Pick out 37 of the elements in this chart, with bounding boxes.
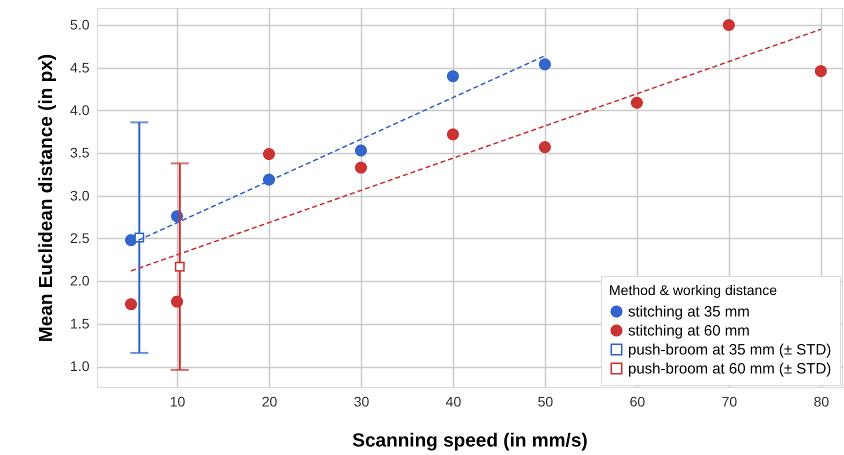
legend-label: stitching at 35 mm bbox=[628, 304, 750, 320]
point bbox=[814, 65, 827, 78]
point bbox=[354, 144, 367, 157]
y-tick-label: 3.0 bbox=[70, 187, 90, 204]
x-tick-label: 80 bbox=[814, 394, 830, 410]
point bbox=[446, 128, 459, 140]
point bbox=[630, 96, 643, 109]
point bbox=[538, 141, 551, 154]
y-tick-label: 1.0 bbox=[70, 358, 90, 374]
point bbox=[446, 70, 459, 82]
x-axis-title: Scanning speed (in mm/s) bbox=[352, 430, 588, 452]
x-tick-label: 60 bbox=[630, 394, 646, 410]
x-tick-label: 30 bbox=[354, 394, 370, 410]
legend-title: Method & working distance bbox=[609, 282, 778, 298]
point bbox=[125, 298, 138, 310]
y-tick-label: 1.5 bbox=[70, 315, 90, 332]
y-tick-label: 2.5 bbox=[70, 230, 90, 246]
point bbox=[263, 174, 275, 186]
x-tick-label: 40 bbox=[446, 394, 462, 410]
x-tick-label: 70 bbox=[722, 394, 738, 410]
x-tick-label: 10 bbox=[170, 394, 186, 410]
point bbox=[174, 262, 185, 272]
y-tick-label: 4.5 bbox=[70, 59, 90, 76]
legend-label: stitching at 60 mm bbox=[628, 322, 750, 340]
y-tick-label: 2.0 bbox=[70, 272, 90, 289]
point bbox=[263, 148, 275, 160]
y-axis-title: Mean Euclidean distance (in px) bbox=[36, 54, 58, 342]
point bbox=[722, 19, 735, 32]
point bbox=[354, 162, 367, 174]
x-tick-label: 20 bbox=[262, 394, 278, 410]
y-tick-label: 3.5 bbox=[70, 144, 90, 161]
y-tick-label: 4.0 bbox=[70, 102, 90, 118]
point bbox=[538, 58, 551, 70]
legend-label: push-broom at 60 mm (± STD) bbox=[628, 360, 832, 378]
y-tick-label: 5.0 bbox=[70, 16, 90, 33]
x-tick-label: 50 bbox=[538, 394, 554, 410]
legend-label: push-broom at 35 mm (± STD) bbox=[628, 342, 832, 358]
